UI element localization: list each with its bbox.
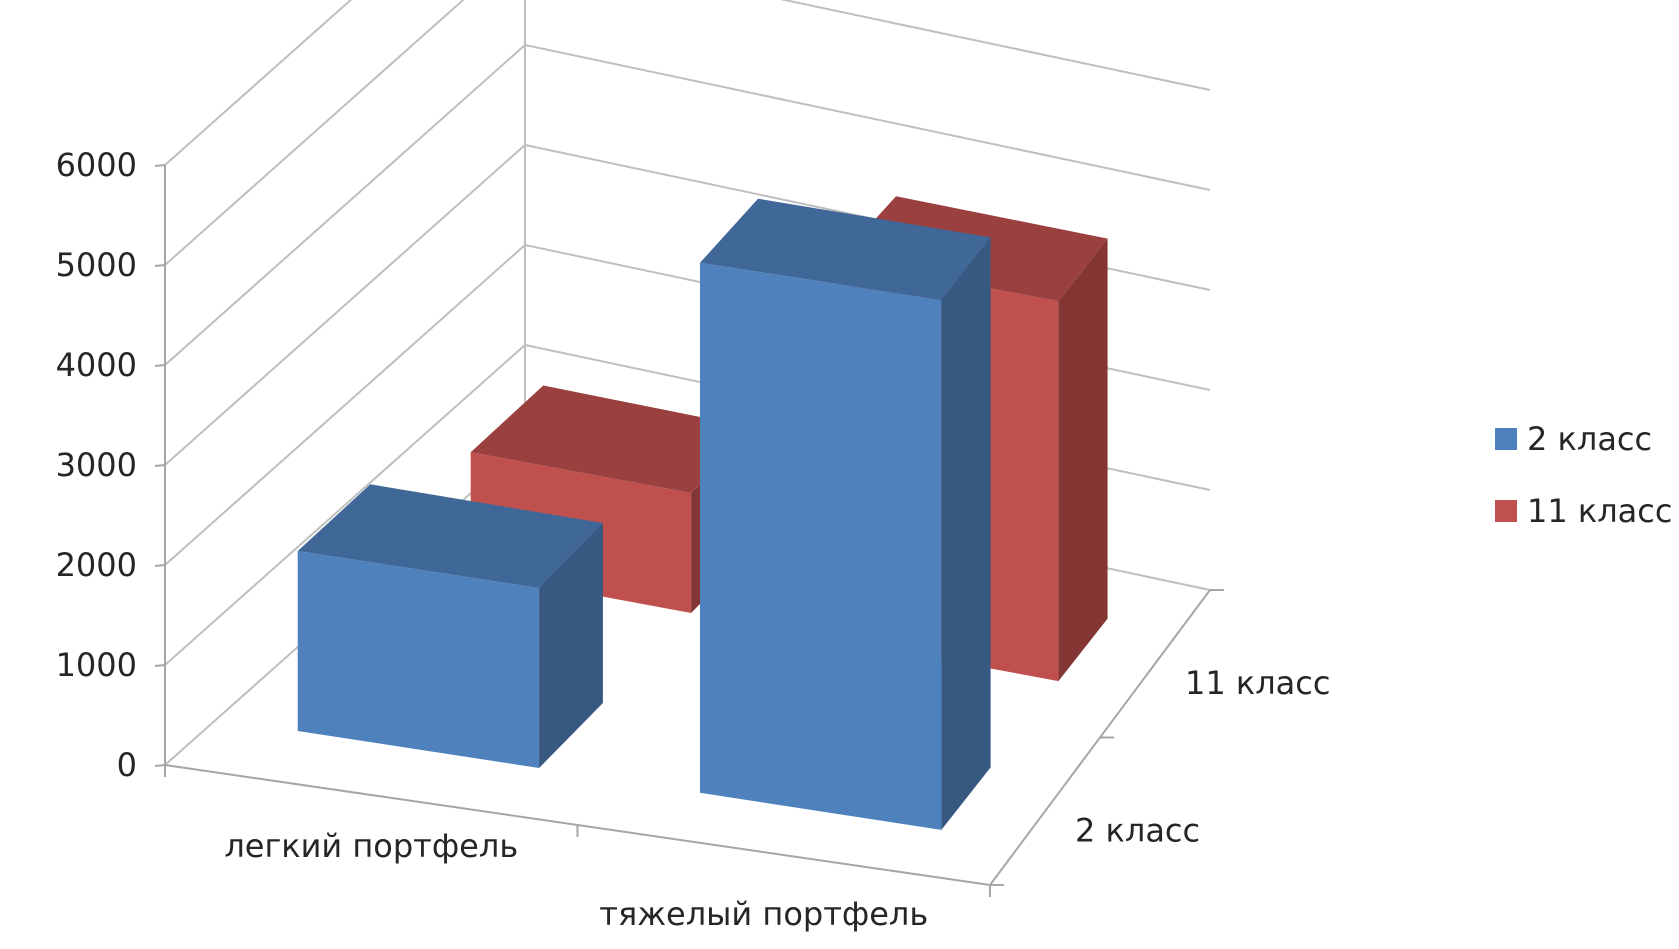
bar [297, 484, 603, 768]
y-tick-6000 [154, 164, 166, 167]
bar [700, 198, 991, 830]
y-tick-label: 5000 [56, 246, 137, 284]
bar-front-face [700, 262, 942, 830]
bar-front-face [297, 551, 540, 768]
y-tick-label: 4000 [56, 346, 137, 384]
bars [297, 196, 1108, 830]
y-tick-4000 [154, 364, 166, 367]
y-tick-5000 [154, 264, 166, 267]
gridline-6000 [164, 0, 353, 166]
bar-side-face [1058, 238, 1108, 682]
axes [154, 164, 1224, 897]
gridline-5000 [164, 0, 1211, 266]
bar-top-face [470, 385, 755, 493]
y-tick-label: 1000 [56, 646, 137, 684]
y-tick-2000 [154, 564, 166, 567]
y-tick-label: 3000 [56, 446, 137, 484]
legend-swatch [1495, 500, 1517, 522]
x-category-label: тяжелый портфель [599, 895, 928, 933]
y-tick-label: 0 [117, 746, 137, 784]
y-tick-3000 [154, 464, 166, 467]
y-tick-label: 6000 [56, 146, 137, 184]
legend-label: 2 класс [1527, 420, 1652, 458]
bar-top-face [700, 198, 991, 300]
legend-swatch [1495, 428, 1517, 450]
axis-labels: 0 1000 2000 3000 4000 5000 6000 легкий портфель… [56, 146, 1331, 933]
bar-side-face [941, 237, 991, 830]
bar-top-face [297, 484, 603, 588]
x-category-label: легкий портфель [224, 827, 518, 865]
depth-category-label: 2 класс [1075, 811, 1200, 849]
legend-label: 11 класс [1527, 492, 1672, 530]
y-tick-label: 2000 [56, 546, 137, 584]
y-tick-0 [154, 764, 166, 767]
y-tick-1000 [154, 664, 166, 667]
depth-category-label: 11 класс [1185, 664, 1330, 702]
bar-side-face [539, 523, 603, 768]
legend: 2 класс 11 класс [1495, 420, 1672, 530]
